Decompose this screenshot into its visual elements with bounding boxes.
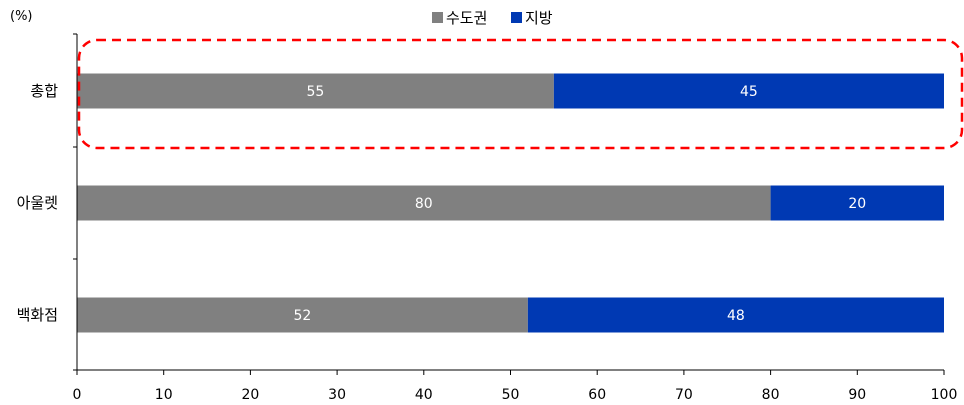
category-label: 아울렛 xyxy=(17,194,58,212)
x-tick-label: 20 xyxy=(241,387,259,403)
data-label: 55 xyxy=(307,84,325,100)
x-tick-label: 70 xyxy=(675,387,693,403)
category-label: 총합 xyxy=(30,82,58,100)
bar-regional-1 xyxy=(770,185,944,221)
legend: 수도권 지방 xyxy=(432,9,553,27)
data-label: 80 xyxy=(415,196,433,212)
data-label: 45 xyxy=(740,84,758,100)
x-tick-label: 30 xyxy=(328,387,346,403)
data-label: 20 xyxy=(848,196,866,212)
bar-regional-0 xyxy=(553,73,944,109)
highlight-group xyxy=(77,38,964,150)
unit-label: (%) xyxy=(10,9,33,24)
x-tick-label: 90 xyxy=(848,387,866,403)
x-tick-label: 50 xyxy=(502,387,520,403)
x-tick-label: 60 xyxy=(588,387,606,403)
bar-capital-0 xyxy=(77,73,554,109)
legend-label-regional: 지방 xyxy=(525,9,553,27)
bar-regional-2 xyxy=(527,297,944,333)
legend-label-capital: 수도권 xyxy=(446,9,487,27)
x-tick-label: 40 xyxy=(415,387,433,403)
category-label: 백화점 xyxy=(17,306,58,324)
highlight-dashed-box xyxy=(77,38,964,150)
bars-group: 55 45 80 20 52 48 xyxy=(77,73,944,333)
legend-swatch-capital xyxy=(432,12,443,23)
bar-capital-2 xyxy=(77,297,528,333)
x-tick-label: 0 xyxy=(73,387,82,403)
x-tick-label: 100 xyxy=(931,387,958,403)
x-tick-label: 80 xyxy=(762,387,780,403)
x-tick-label: 10 xyxy=(155,387,173,403)
data-label: 52 xyxy=(294,308,312,324)
data-label: 48 xyxy=(727,308,745,324)
bar-capital-1 xyxy=(77,185,771,221)
legend-swatch-regional xyxy=(511,12,522,23)
